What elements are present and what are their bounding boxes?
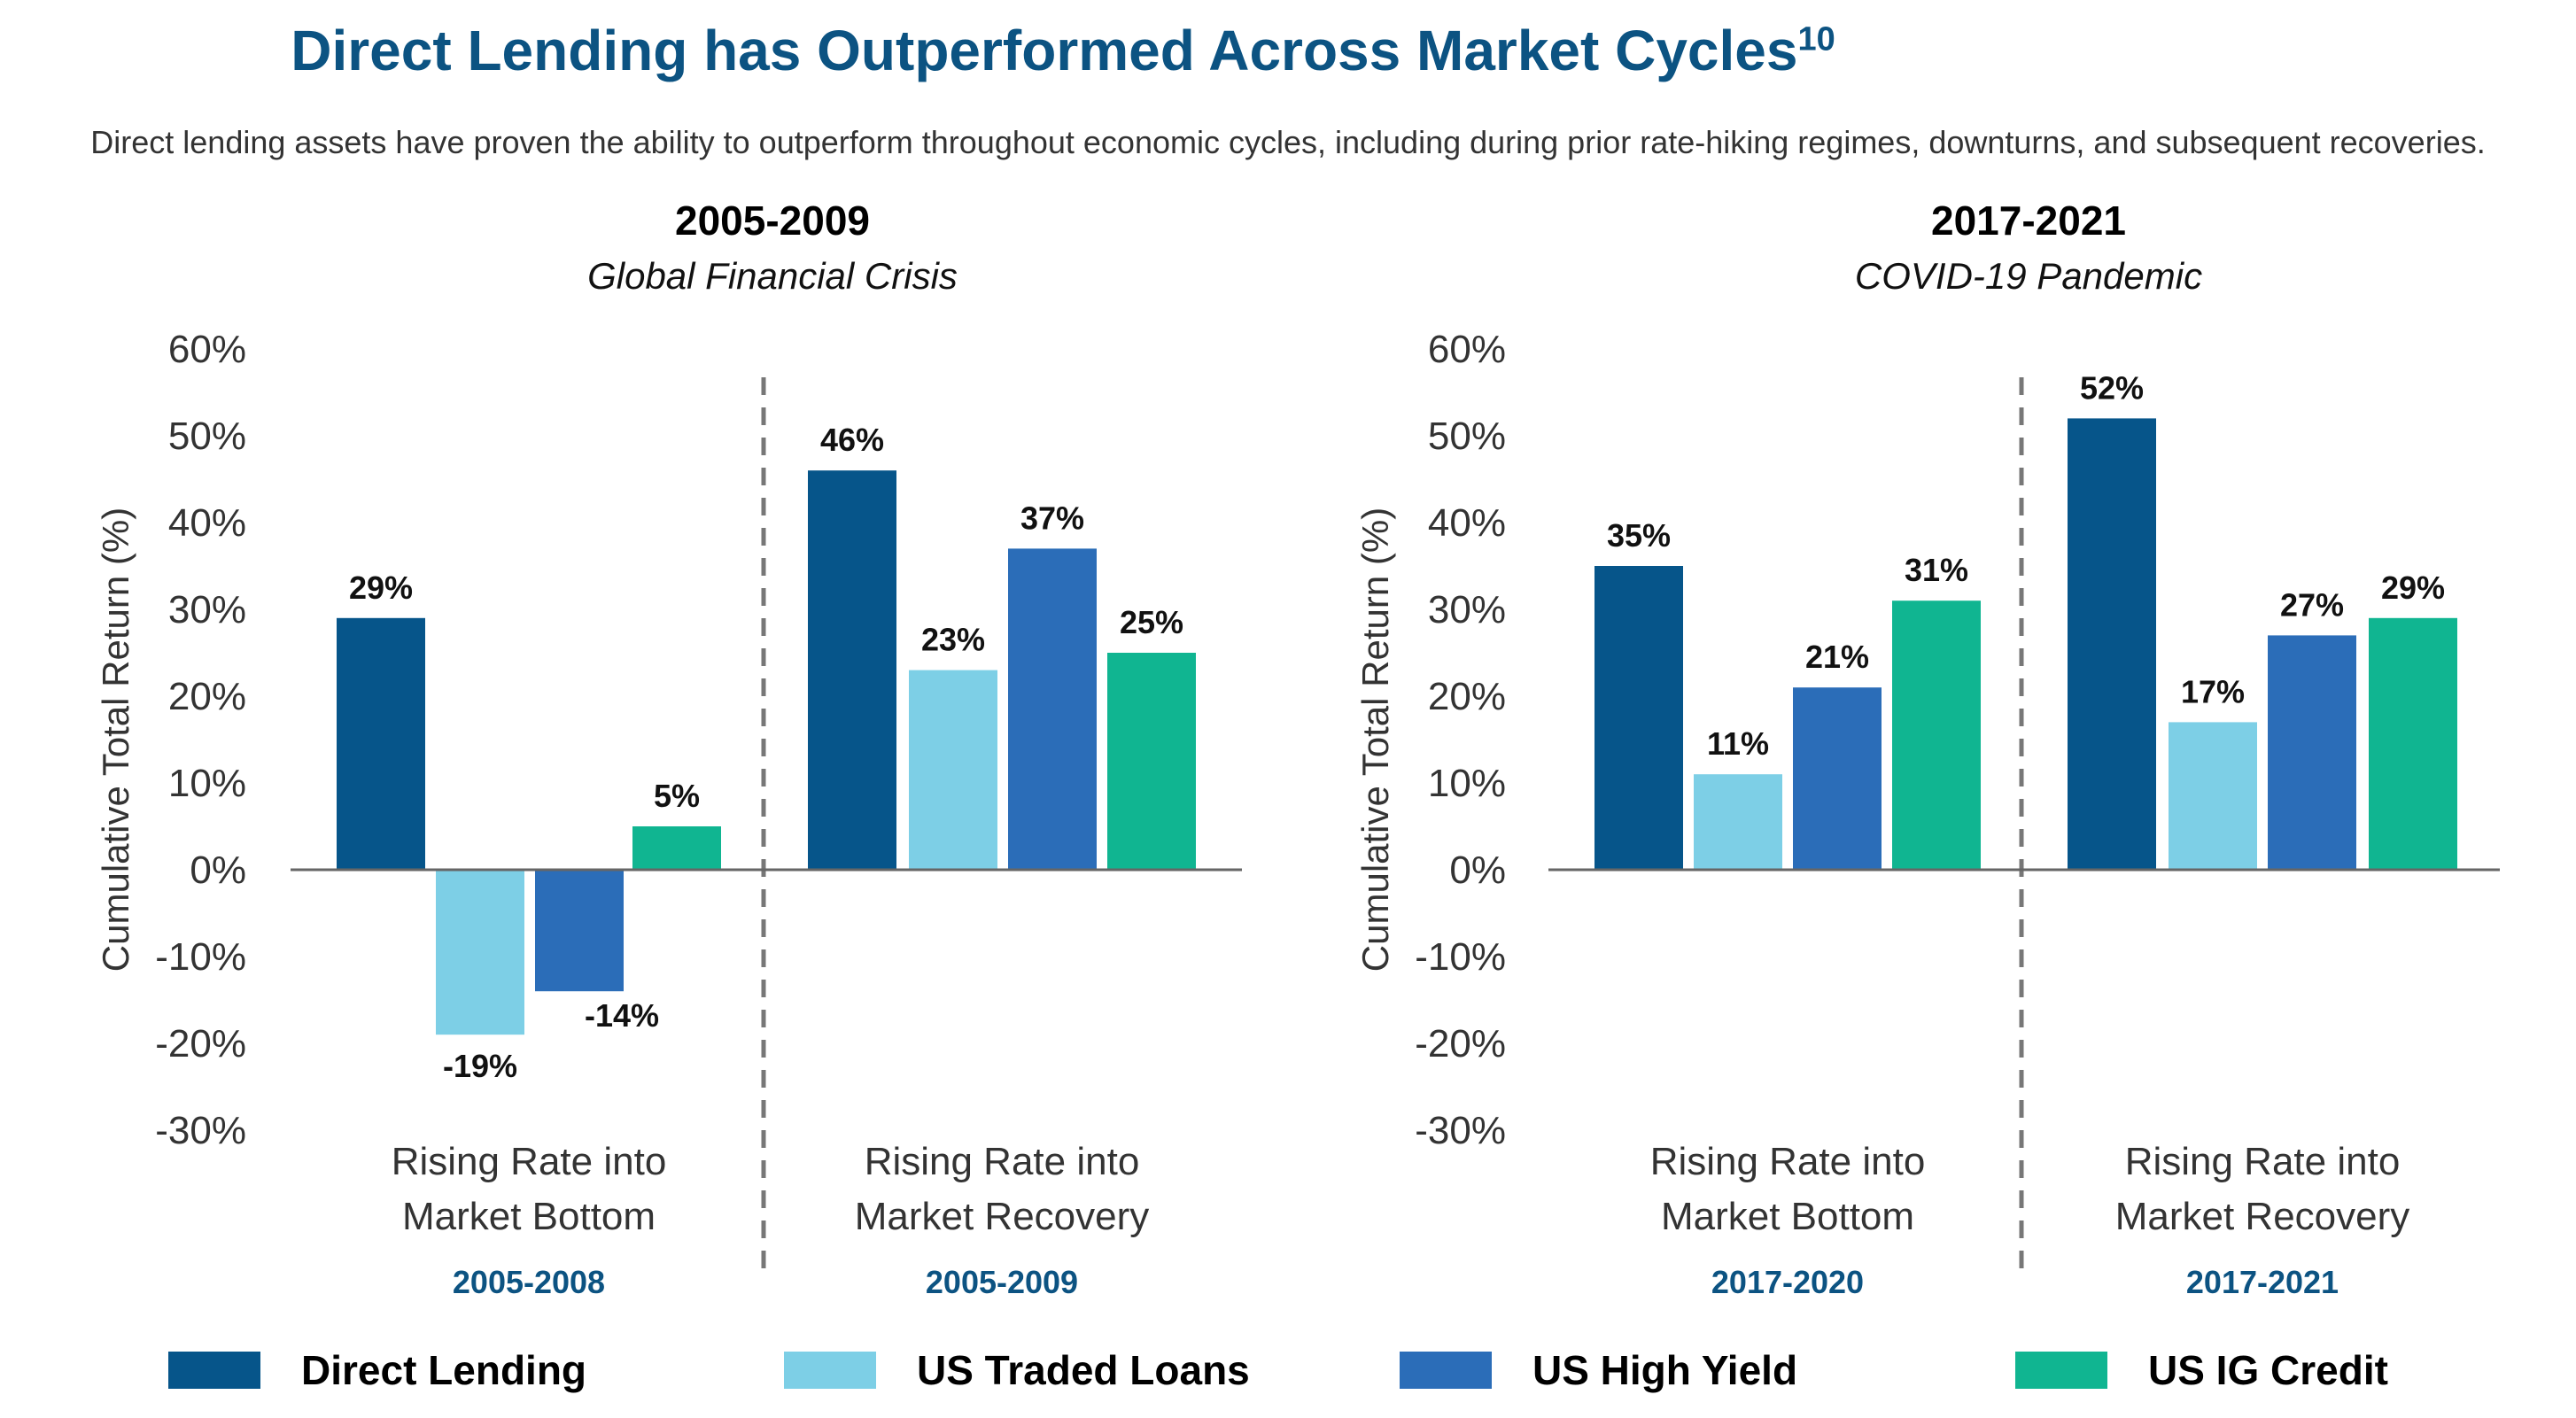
legend-item-us-traded-loans: US Traded Loans: [784, 1339, 1250, 1401]
chart-1-bar-us-traded-loans-2: [909, 670, 997, 870]
chart-2-bar-us-ig-credit-1: [1892, 601, 1981, 870]
legend-swatch-us-traded-loans: [784, 1352, 876, 1389]
chart-2-data-label-us-traded-loans-2: 17%: [2181, 673, 2245, 709]
legend: Direct Lending US Traded Loans US High Y…: [0, 1339, 2576, 1401]
chart-2-data-label-us-ig-credit-1: 31%: [1905, 552, 1968, 588]
chart-2-data-label-direct-lending-1: 35%: [1607, 517, 1671, 554]
chart-1-data-label-us-ig-credit-1: 5%: [654, 778, 700, 814]
chart-2-ytick-label: 10%: [1428, 762, 1506, 805]
legend-label-direct-lending: Direct Lending: [301, 1347, 587, 1393]
chart-1-category-label-line2-2: Market Recovery: [855, 1195, 1150, 1238]
chart-1-subtitle: Global Financial Crisis: [587, 255, 958, 297]
chart-1-title: 2005-2009: [675, 198, 870, 244]
chart-1-category-label-line1-2: Rising Rate into: [865, 1140, 1140, 1183]
chart-1-category-label-line1-1: Rising Rate into: [392, 1140, 667, 1183]
legend-item-us-ig-credit: US IG Credit: [2015, 1339, 2388, 1401]
legend-label-us-traded-loans: US Traded Loans: [917, 1347, 1250, 1393]
chart-2-category-label-line2-2: Market Recovery: [2115, 1195, 2410, 1238]
chart-2-ytick-label: 50%: [1428, 415, 1506, 458]
chart-2-category-label-line2-1: Market Bottom: [1661, 1195, 1914, 1238]
chart-2-ytick-label: 30%: [1428, 588, 1506, 632]
chart-2-data-label-direct-lending-2: 52%: [2080, 369, 2144, 406]
chart-1-category-label-line2-1: Market Bottom: [402, 1195, 656, 1238]
chart-1-bar-us-high-yield-2: [1008, 548, 1097, 870]
chart-1-ytick-label: 50%: [168, 415, 246, 458]
legend-label-us-high-yield: US High Yield: [1532, 1347, 1798, 1393]
chart-2-ytick-label: 40%: [1428, 501, 1506, 545]
chart-2-category-label-line1-2: Rising Rate into: [2125, 1140, 2401, 1183]
chart-1-data-label-us-high-yield-1: -14%: [585, 997, 659, 1034]
chart-1-ytick-label: 10%: [168, 762, 246, 805]
charts-canvas: 60% 50% 40% 30% 20% 10% 0% -10% -20% -30% Cumulati…: [95, 328, 2500, 1300]
chart-2-data-label-us-ig-credit-2: 29%: [2381, 570, 2445, 606]
chart-1-data-label-us-traded-loans-2: 23%: [921, 622, 985, 658]
chart-2-ytick-label: 60%: [1428, 328, 1506, 371]
legend-swatch-direct-lending: [168, 1352, 260, 1389]
chart-1-period-label-2: 2005-2009: [926, 1264, 1078, 1300]
legend-item-direct-lending: Direct Lending: [168, 1339, 586, 1401]
chart-2-bar-direct-lending-1: [1594, 566, 1683, 870]
chart-1-data-label-us-traded-loans-1: -19%: [443, 1048, 517, 1084]
chart-2-ytick-label: 0%: [1449, 848, 1506, 892]
legend-swatch-us-high-yield: [1400, 1352, 1492, 1389]
chart-2-title: 2017-2021: [1931, 198, 2126, 244]
title-footnote: 10: [1797, 20, 1835, 58]
chart-1-bar-us-high-yield-1: [535, 870, 624, 992]
page-subtitle: Direct lending assets have proven the ab…: [90, 124, 2486, 160]
chart-1-bar-us-ig-credit-2: [1107, 653, 1196, 870]
chart-2-data-label-us-traded-loans-1: 11%: [1707, 725, 1769, 762]
chart-2-bar-us-high-yield-1: [1793, 687, 1882, 870]
chart-1-y-axis-label: Cumulative Total Return (%): [95, 508, 136, 972]
chart-2-subtitle: COVID-19 Pandemic: [1854, 255, 2203, 297]
chart-2-y-axis-label: Cumulative Total Return (%): [1354, 508, 1396, 972]
chart-1-ytick-label: 60%: [168, 328, 246, 371]
chart-1-ytick-label: -30%: [155, 1109, 246, 1152]
chart-1-bar-us-ig-credit-1: [632, 826, 721, 870]
chart-1-ytick-label: 20%: [168, 675, 246, 718]
chart-2-period-label-2: 2017-2021: [2186, 1264, 2339, 1300]
chart-2-period-label-1: 2017-2020: [1711, 1264, 1864, 1300]
chart-1-data-label-us-high-yield-2: 37%: [1020, 500, 1084, 536]
chart-2-ytick-label: -30%: [1415, 1109, 1506, 1152]
chart-2-ytick-label: -10%: [1415, 935, 1506, 979]
legend-item-us-high-yield: US High Yield: [1400, 1339, 1797, 1401]
chart-2-bar-us-traded-loans-2: [2169, 722, 2257, 870]
chart-1-period-label-1: 2005-2008: [453, 1264, 605, 1300]
chart-2-bar-direct-lending-2: [2068, 418, 2156, 870]
chart-2-category-label-line1-1: Rising Rate into: [1650, 1140, 1926, 1183]
chart-1-bar-direct-lending-1: [337, 617, 425, 870]
chart-1-data-label-direct-lending-2: 46%: [820, 422, 884, 458]
legend-swatch-us-ig-credit: [2015, 1352, 2107, 1389]
page-title: Direct Lending has Outperformed Across M…: [291, 19, 1835, 82]
chart-2-ytick-label: 20%: [1428, 675, 1506, 718]
legend-label-us-ig-credit: US IG Credit: [2148, 1347, 2388, 1393]
chart-1-data-label-us-ig-credit-2: 25%: [1120, 604, 1183, 640]
chart-2-bar-us-high-yield-2: [2268, 635, 2356, 870]
chart-1-ytick-label: 40%: [168, 501, 246, 545]
chart-1-bar-us-traded-loans-1: [436, 870, 524, 1035]
chart-2-bar-us-ig-credit-2: [2369, 617, 2457, 870]
chart-1-bar-direct-lending-2: [808, 470, 896, 870]
chart-2-data-label-us-high-yield-2: 27%: [2280, 586, 2344, 623]
chart-1-ytick-label: 30%: [168, 588, 246, 632]
chart-2-ytick-label: -20%: [1415, 1022, 1506, 1065]
chart-2-data-label-us-high-yield-1: 21%: [1805, 639, 1869, 675]
chart-2-bar-us-traded-loans-1: [1694, 774, 1782, 870]
chart-1-ytick-label: -20%: [155, 1022, 246, 1065]
chart-1-data-label-direct-lending-1: 29%: [349, 570, 413, 606]
chart-1-ytick-label: -10%: [155, 935, 246, 979]
chart-1-ytick-label: 0%: [190, 848, 246, 892]
